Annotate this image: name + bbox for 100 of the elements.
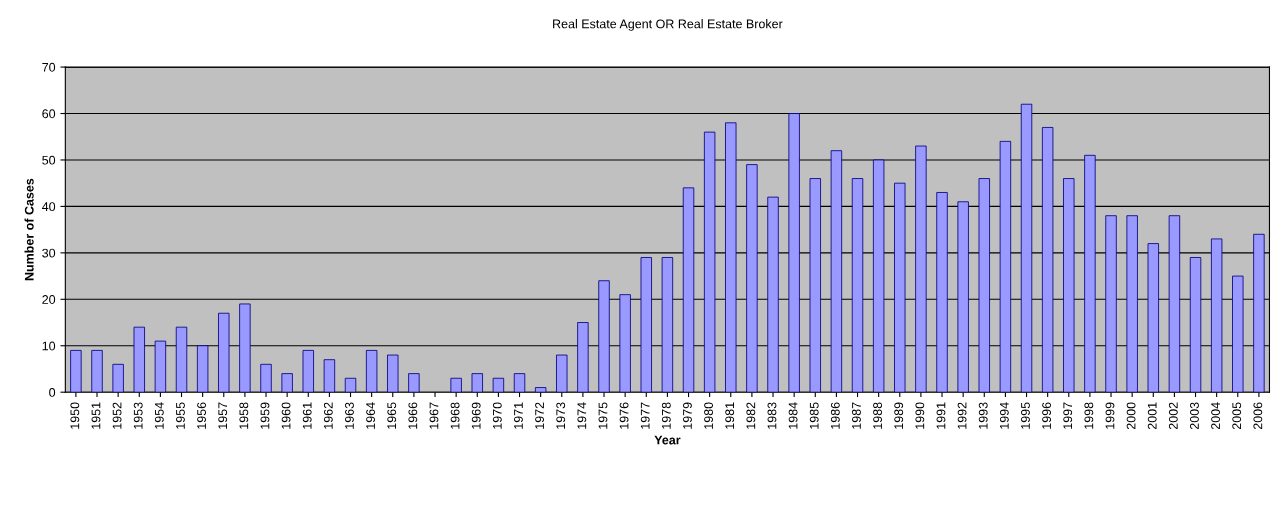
x-tick-label: 1963	[345, 402, 354, 429]
x-tick-label: 1981	[725, 402, 735, 429]
x-tick-label: 1990	[915, 402, 925, 429]
x-tick-label: 1957	[218, 402, 228, 429]
x-tick-label: 1987	[852, 402, 861, 429]
x-tick-label: 1997	[1063, 402, 1073, 429]
x-tick-label: 1966	[408, 402, 418, 429]
bar	[957, 201, 969, 393]
x-tick-label: 1978	[661, 402, 671, 429]
x-tick-label: 1954	[154, 402, 164, 429]
bar	[1084, 154, 1096, 393]
x-tick-label: 1996	[1042, 402, 1052, 429]
bar	[239, 303, 251, 393]
y-tick-label: 40	[41, 202, 56, 212]
bar	[661, 257, 674, 393]
bar	[281, 373, 293, 393]
bar	[915, 145, 927, 393]
bar	[1210, 238, 1223, 393]
bar	[851, 178, 864, 393]
bar	[1105, 215, 1117, 393]
x-tick-label: 1958	[239, 402, 249, 429]
bar	[218, 312, 230, 393]
bar	[387, 354, 399, 393]
chart-title: Real Estate Agent OR Real Estate Broker	[553, 19, 783, 31]
bar	[196, 345, 209, 393]
x-tick-label: 1983	[767, 402, 777, 429]
bar	[746, 164, 758, 393]
x-tick-label: 1980	[704, 402, 714, 429]
x-tick-label: 1965	[387, 402, 397, 429]
y-tick-label: 30	[42, 248, 56, 258]
x-tick-label: 2002	[1168, 402, 1178, 430]
x-tick-label: 2004	[1211, 402, 1221, 430]
bar	[260, 363, 272, 393]
bar	[1189, 257, 1202, 393]
x-axis-title: Year	[654, 435, 681, 445]
bar	[556, 354, 568, 393]
bar	[1253, 233, 1265, 393]
bar	[323, 359, 336, 393]
x-tick-label: 1971	[514, 402, 523, 429]
y-tick-label: 50	[42, 155, 56, 165]
bar	[471, 373, 483, 393]
y-axis-title: Number of Cases	[24, 178, 34, 281]
x-tick-label: 1969	[471, 402, 481, 429]
x-tick-label: 1970	[492, 402, 502, 429]
bar	[809, 178, 821, 393]
bar	[302, 349, 314, 393]
x-tick-label: 1999	[1105, 402, 1115, 429]
x-tick-label: 1962	[323, 402, 333, 429]
bar	[725, 122, 737, 393]
x-tick-label: 1993	[978, 402, 988, 429]
x-tick-label: 1994	[999, 402, 1009, 429]
x-tick-label: 2003	[1190, 402, 1199, 430]
x-tick-label: 1982	[746, 402, 756, 429]
x-tick-label: 1964	[366, 402, 375, 429]
x-tick-label: 1961	[302, 402, 312, 429]
x-tick-label: 1989	[894, 402, 904, 429]
y-tick-label: 0	[49, 387, 56, 397]
x-tick-label: 1979	[683, 402, 692, 429]
x-tick-label: 1955	[176, 402, 185, 429]
bar	[1126, 215, 1138, 393]
x-tick-label: 1973	[556, 402, 566, 429]
x-tick-label: 1951	[91, 402, 101, 429]
bar	[682, 187, 695, 393]
x-tick-label: 1950	[70, 402, 80, 429]
bar	[133, 326, 145, 393]
bar	[640, 257, 652, 393]
bar	[1232, 275, 1244, 393]
bar	[1168, 215, 1181, 393]
x-tick-label: 1956	[197, 402, 206, 429]
bar	[936, 192, 948, 393]
x-tick-label: 1977	[640, 402, 650, 429]
bar	[492, 377, 505, 393]
x-tick-label: 1953	[133, 402, 143, 429]
bar	[619, 294, 631, 393]
bar	[450, 377, 462, 393]
x-tick-label: 1975	[598, 402, 608, 429]
y-tick-label: 20	[42, 295, 56, 304]
bar	[978, 178, 990, 393]
bar	[1063, 178, 1075, 393]
bar	[70, 349, 82, 393]
x-tick-label: 1972	[535, 402, 544, 429]
bar	[788, 113, 800, 393]
bar	[1147, 243, 1159, 393]
bar	[577, 322, 589, 393]
x-tick-label: 1952	[112, 402, 122, 429]
bar	[894, 182, 906, 393]
bar	[513, 373, 526, 393]
x-tick-label: 1986	[830, 402, 840, 429]
x-tick-label: 1995	[1021, 402, 1030, 429]
x-tick-label: 1992	[957, 402, 967, 429]
x-tick-label: 2001	[1147, 402, 1157, 430]
x-tick-label: 1988	[873, 402, 883, 429]
bar	[365, 349, 378, 393]
x-tick-label: 1985	[809, 402, 819, 429]
x-tick-label: 1967	[429, 402, 439, 429]
bar	[703, 131, 716, 393]
x-tick-label: 1974	[577, 402, 587, 429]
bar	[872, 159, 885, 393]
x-tick-label: 1998	[1084, 402, 1094, 429]
bar	[112, 363, 124, 393]
